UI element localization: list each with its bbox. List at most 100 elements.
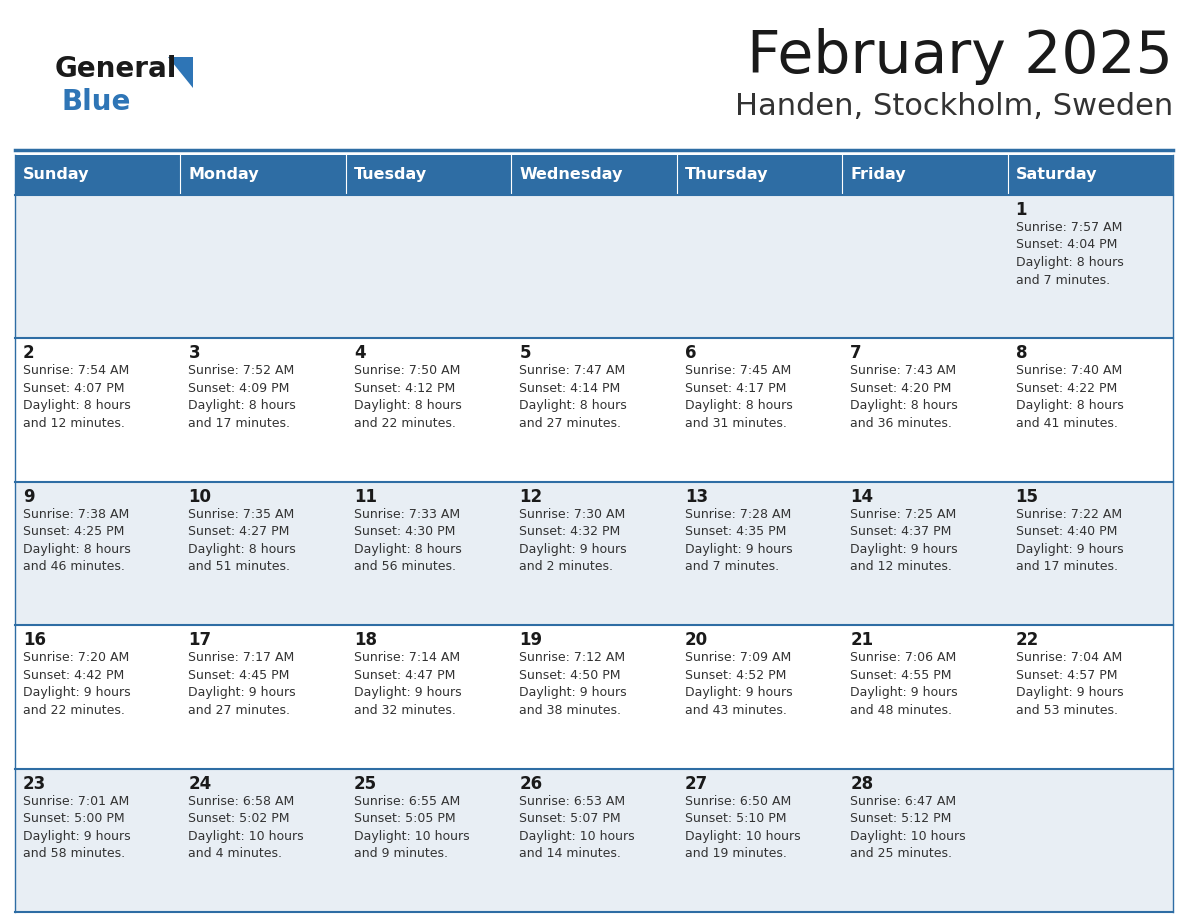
Text: 19: 19 (519, 632, 543, 649)
Bar (15, 768, 181, 912)
Bar (511, 339, 677, 482)
Text: and 58 minutes.: and 58 minutes. (23, 847, 125, 860)
Text: and 17 minutes.: and 17 minutes. (1016, 560, 1118, 574)
Text: Sunrise: 7:01 AM: Sunrise: 7:01 AM (23, 795, 129, 808)
Bar (346, 625, 511, 768)
Text: and 12 minutes.: and 12 minutes. (851, 560, 952, 574)
Text: Sunrise: 7:30 AM: Sunrise: 7:30 AM (519, 508, 626, 521)
Text: and 31 minutes.: and 31 minutes. (684, 417, 786, 430)
Text: and 27 minutes.: and 27 minutes. (189, 704, 290, 717)
Text: Sunday: Sunday (23, 167, 89, 183)
Text: 8: 8 (1016, 344, 1028, 363)
Text: Sunset: 4:57 PM: Sunset: 4:57 PM (1016, 668, 1117, 682)
Bar (677, 195, 842, 339)
Text: Sunrise: 6:58 AM: Sunrise: 6:58 AM (189, 795, 295, 808)
Text: 5: 5 (519, 344, 531, 363)
Text: 27: 27 (684, 775, 708, 792)
Text: Sunrise: 6:55 AM: Sunrise: 6:55 AM (354, 795, 460, 808)
Text: 15: 15 (1016, 487, 1038, 506)
Text: February 2025: February 2025 (747, 28, 1173, 85)
Text: Sunset: 4:47 PM: Sunset: 4:47 PM (354, 668, 455, 682)
Text: Monday: Monday (189, 167, 259, 183)
Text: Sunset: 4:50 PM: Sunset: 4:50 PM (519, 668, 621, 682)
Text: Sunrise: 7:28 AM: Sunrise: 7:28 AM (684, 508, 791, 521)
Text: Daylight: 8 hours: Daylight: 8 hours (23, 543, 131, 555)
Bar (181, 155, 346, 195)
Text: Daylight: 10 hours: Daylight: 10 hours (851, 830, 966, 843)
Text: and 56 minutes.: and 56 minutes. (354, 560, 456, 574)
Bar (842, 768, 1007, 912)
Text: 13: 13 (684, 487, 708, 506)
Bar (842, 339, 1007, 482)
Text: 7: 7 (851, 344, 861, 363)
Bar (1007, 195, 1173, 339)
Text: and 43 minutes.: and 43 minutes. (684, 704, 786, 717)
Text: Daylight: 9 hours: Daylight: 9 hours (354, 686, 461, 700)
Text: and 48 minutes.: and 48 minutes. (851, 704, 952, 717)
Text: Sunrise: 7:20 AM: Sunrise: 7:20 AM (23, 651, 129, 665)
Bar (181, 482, 346, 625)
Text: Daylight: 8 hours: Daylight: 8 hours (1016, 399, 1124, 412)
Text: and 9 minutes.: and 9 minutes. (354, 847, 448, 860)
Text: Sunset: 4:30 PM: Sunset: 4:30 PM (354, 525, 455, 538)
Text: and 32 minutes.: and 32 minutes. (354, 704, 456, 717)
Text: Daylight: 8 hours: Daylight: 8 hours (684, 399, 792, 412)
Text: Daylight: 8 hours: Daylight: 8 hours (354, 399, 462, 412)
Text: Sunrise: 7:57 AM: Sunrise: 7:57 AM (1016, 221, 1121, 234)
Text: 2: 2 (23, 344, 34, 363)
Text: 17: 17 (189, 632, 211, 649)
Text: Sunrise: 7:50 AM: Sunrise: 7:50 AM (354, 364, 460, 377)
Text: Daylight: 8 hours: Daylight: 8 hours (189, 399, 296, 412)
Text: Sunrise: 7:17 AM: Sunrise: 7:17 AM (189, 651, 295, 665)
Text: Sunset: 4:45 PM: Sunset: 4:45 PM (189, 668, 290, 682)
Text: 26: 26 (519, 775, 543, 792)
Text: Daylight: 9 hours: Daylight: 9 hours (189, 686, 296, 700)
Text: and 51 minutes.: and 51 minutes. (189, 560, 290, 574)
Bar (511, 482, 677, 625)
Text: and 25 minutes.: and 25 minutes. (851, 847, 952, 860)
Text: 22: 22 (1016, 632, 1038, 649)
Text: Sunset: 5:05 PM: Sunset: 5:05 PM (354, 812, 455, 825)
Text: Sunrise: 7:40 AM: Sunrise: 7:40 AM (1016, 364, 1121, 377)
Text: Sunrise: 7:22 AM: Sunrise: 7:22 AM (1016, 508, 1121, 521)
Bar (677, 482, 842, 625)
Text: Daylight: 10 hours: Daylight: 10 hours (519, 830, 634, 843)
Text: Sunset: 4:17 PM: Sunset: 4:17 PM (684, 382, 786, 395)
Text: and 22 minutes.: and 22 minutes. (23, 704, 125, 717)
Bar (15, 625, 181, 768)
Bar (842, 155, 1007, 195)
Bar (181, 768, 346, 912)
Bar (1007, 625, 1173, 768)
Bar (511, 195, 677, 339)
Text: 12: 12 (519, 487, 543, 506)
Text: Daylight: 9 hours: Daylight: 9 hours (1016, 686, 1123, 700)
Text: Sunrise: 7:52 AM: Sunrise: 7:52 AM (189, 364, 295, 377)
Text: Daylight: 10 hours: Daylight: 10 hours (189, 830, 304, 843)
Text: Daylight: 9 hours: Daylight: 9 hours (519, 686, 627, 700)
Text: Sunrise: 7:12 AM: Sunrise: 7:12 AM (519, 651, 625, 665)
Text: Sunrise: 6:53 AM: Sunrise: 6:53 AM (519, 795, 625, 808)
Text: and 4 minutes.: and 4 minutes. (189, 847, 283, 860)
Text: and 14 minutes.: and 14 minutes. (519, 847, 621, 860)
Text: Sunset: 4:25 PM: Sunset: 4:25 PM (23, 525, 125, 538)
Text: Sunrise: 7:38 AM: Sunrise: 7:38 AM (23, 508, 129, 521)
Bar (346, 768, 511, 912)
Text: Handen, Stockholm, Sweden: Handen, Stockholm, Sweden (734, 92, 1173, 121)
Text: and 22 minutes.: and 22 minutes. (354, 417, 456, 430)
Text: Sunset: 5:07 PM: Sunset: 5:07 PM (519, 812, 621, 825)
Text: 9: 9 (23, 487, 34, 506)
Bar (842, 482, 1007, 625)
Text: 23: 23 (23, 775, 46, 792)
Text: and 7 minutes.: and 7 minutes. (684, 560, 779, 574)
Text: Sunset: 5:02 PM: Sunset: 5:02 PM (189, 812, 290, 825)
Bar (346, 339, 511, 482)
Text: Daylight: 8 hours: Daylight: 8 hours (23, 399, 131, 412)
Text: and 36 minutes.: and 36 minutes. (851, 417, 952, 430)
Text: Daylight: 10 hours: Daylight: 10 hours (354, 830, 469, 843)
Text: Sunset: 4:55 PM: Sunset: 4:55 PM (851, 668, 952, 682)
Polygon shape (168, 57, 192, 88)
Text: Daylight: 9 hours: Daylight: 9 hours (1016, 543, 1123, 555)
Text: 20: 20 (684, 632, 708, 649)
Text: and 27 minutes.: and 27 minutes. (519, 417, 621, 430)
Text: Daylight: 8 hours: Daylight: 8 hours (354, 543, 462, 555)
